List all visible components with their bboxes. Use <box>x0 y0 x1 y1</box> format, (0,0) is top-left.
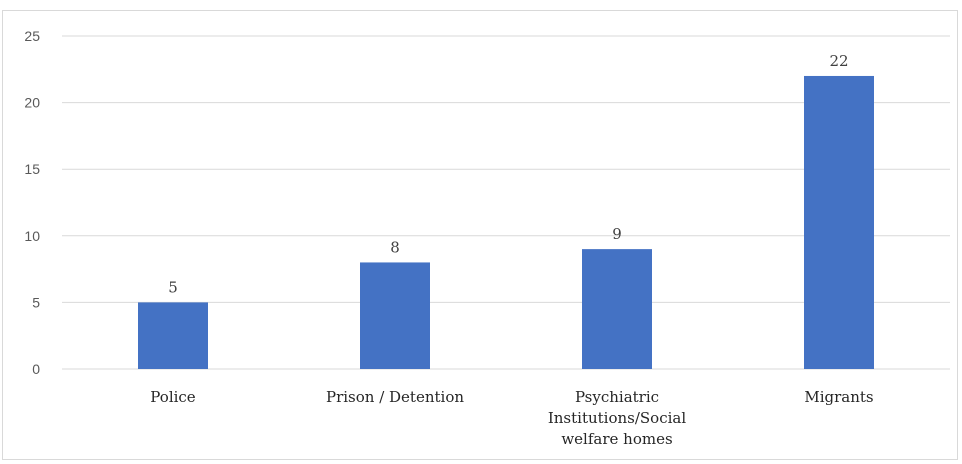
x-tick-label: Psychiatric Institutions/Social welfare ho… <box>548 388 687 448</box>
x-axis: Police Prison / Detention Psychiatric Insti… <box>150 388 873 448</box>
y-tick-label: 25 <box>24 28 40 44</box>
chart-frame <box>2 10 958 460</box>
gridlines <box>62 35 950 370</box>
y-axis: 0 5 10 15 20 25 <box>24 28 40 377</box>
bar-3 <box>582 249 652 369</box>
bar-2 <box>360 262 430 369</box>
data-label: 5 <box>168 278 178 296</box>
data-label: 22 <box>829 52 848 70</box>
y-tick-label: 5 <box>32 294 40 310</box>
x-tick-label: Migrants <box>804 388 873 406</box>
y-tick-label: 15 <box>24 161 40 177</box>
bar-1 <box>138 302 208 369</box>
bar-4 <box>804 75 874 370</box>
y-tick-label: 0 <box>32 361 40 377</box>
data-labels: 5 8 9 22 <box>168 52 848 296</box>
data-label: 8 <box>390 238 400 256</box>
y-tick-label: 20 <box>24 95 40 111</box>
bars <box>138 75 874 370</box>
data-label: 9 <box>612 225 622 243</box>
y-tick-label: 10 <box>24 228 40 244</box>
x-tick-label: Police <box>150 388 196 406</box>
x-tick-label: Prison / Detention <box>326 388 464 406</box>
